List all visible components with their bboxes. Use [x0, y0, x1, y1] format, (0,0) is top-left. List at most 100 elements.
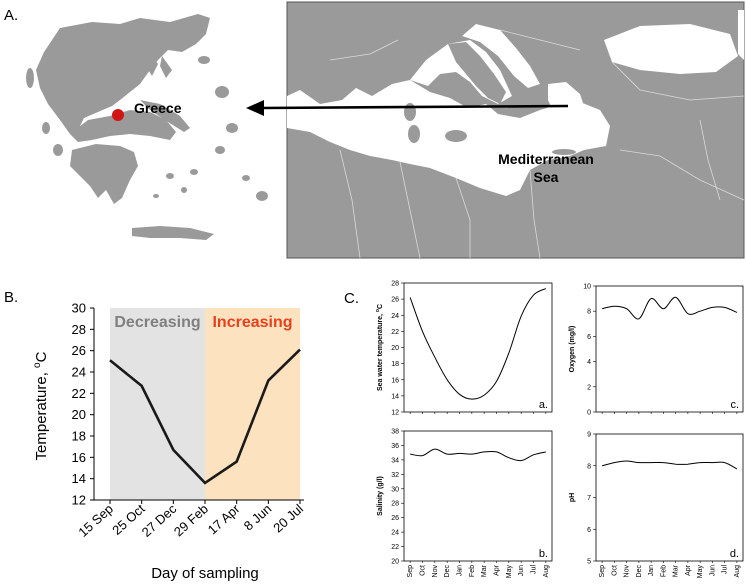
x-tick-label: Aug — [543, 565, 550, 578]
series-line — [410, 448, 546, 462]
y-tick-label: 18 — [391, 361, 399, 368]
plot-frame — [595, 285, 744, 413]
series-line — [601, 460, 738, 470]
y-axis-title-sup: o — [32, 362, 43, 368]
y-axis-title: Sea water temperature, oC — [375, 304, 384, 391]
x-tick-label: Nov — [432, 565, 439, 578]
x-tick-label: May — [697, 565, 704, 579]
plot-tag: d. — [730, 548, 739, 560]
x-tick-label: 20 Jul — [270, 501, 306, 535]
chart-c-d: 5 6 7 8 9 Sep Oct Nov Dec Jan Feb Mar Apr May Jun Jul Au… — [569, 432, 744, 579]
x-tick-label: 8 Jun — [241, 501, 275, 533]
x-tick-label: Jan — [648, 565, 655, 576]
chart-c-b: 20 22 24 26 28 30 32 34 36 38 Sep Oct Nov Dec Jan Feb Ma… — [377, 429, 553, 579]
y-tick-label: 7 — [587, 495, 591, 502]
y-tick-label: 32 — [391, 472, 399, 479]
y-tick-label: 5 — [587, 559, 591, 566]
x-tick-label: Jun — [709, 565, 716, 576]
y-tick-label: 24 — [72, 365, 86, 380]
plot-frame — [595, 433, 744, 562]
y-tick-label: 20 — [391, 345, 399, 352]
y-tick-label: 30 — [72, 301, 86, 316]
y-axis-title-sup: o — [375, 309, 381, 312]
x-tick-label: Sep — [407, 565, 414, 578]
y-tick-label: 28 — [391, 281, 399, 288]
plot-tag: a. — [539, 399, 548, 411]
plot-tag: c. — [730, 399, 739, 411]
mediterranean-map — [286, 1, 745, 259]
panel-c-label: C. — [344, 290, 359, 307]
y-axis-title: Temperature, oC — [32, 351, 50, 460]
chart-c-c: 0 2 4 6 8 10 c. Oxygen (mg/l) — [569, 284, 744, 417]
mediterranean-label-line1: Mediterranean — [498, 151, 594, 167]
y-axis-title: Salinity (g/l) — [377, 476, 384, 516]
y-axis-title-main: Sea water temperature, — [377, 312, 384, 391]
y-tick-label: 10 — [583, 284, 591, 291]
y-tick-label: 12 — [72, 493, 86, 508]
y-axis-title: pH — [569, 493, 576, 502]
y-tick-label: 0 — [587, 410, 591, 417]
series-line — [602, 296, 738, 320]
y-tick-label: 22 — [391, 544, 399, 551]
greece-label: Greece — [134, 100, 182, 116]
plot-tag: b. — [539, 548, 548, 560]
y-tick-label: 30 — [391, 486, 399, 493]
mediterranean-label-line2: Sea — [534, 169, 559, 185]
y-axis-title-main: Temperature, — [33, 368, 50, 461]
x-tick-label: 27 Dec — [139, 501, 180, 540]
y-tick-label: 14 — [72, 471, 86, 486]
location-arrow — [246, 100, 569, 116]
x-tick-label: Jun — [518, 565, 525, 576]
y-tick-label: 9 — [587, 432, 591, 439]
y-tick-label: 22 — [72, 386, 86, 401]
panel-a-label: A. — [4, 7, 18, 24]
y-tick-label: 24 — [391, 530, 399, 537]
x-axis-title: Day of sampling — [151, 565, 259, 582]
y-tick-label: 12 — [391, 410, 399, 417]
x-tick-label: Oct — [611, 565, 618, 576]
y-tick-label: 38 — [391, 429, 399, 436]
x-tick-label: Jul — [531, 565, 538, 574]
x-tick-label: Sep — [599, 565, 606, 578]
x-tick-label: Jul — [722, 565, 729, 574]
x-tick-label: Oct — [420, 565, 427, 576]
y-tick-label: 34 — [391, 457, 399, 464]
y-axis-title-unit: C — [377, 304, 384, 309]
y-axis-title: Oxygen (mg/l) — [569, 326, 576, 373]
x-tick-label: Mar — [481, 564, 488, 577]
y-tick-label: 4 — [587, 359, 591, 366]
y-tick-label: 28 — [391, 501, 399, 508]
y-tick-label: 20 — [391, 559, 399, 566]
band-label-decreasing: Decreasing — [114, 314, 200, 331]
x-tick-label: Feb — [469, 565, 476, 577]
plot-frame — [403, 430, 553, 562]
y-axis-title-unit: C — [33, 351, 50, 362]
y-tick-label: 6 — [587, 334, 591, 341]
y-tick-label: 36 — [391, 443, 399, 450]
x-tick-label: Apr — [685, 564, 692, 576]
y-tick-label: 18 — [72, 429, 86, 444]
y-tick-label: 6 — [587, 527, 591, 534]
x-tick-label: Mar — [673, 564, 680, 577]
greece-map — [26, 14, 268, 240]
y-tick-label: 8 — [587, 309, 591, 316]
y-tick-label: 24 — [391, 313, 399, 320]
band-decreasing — [110, 308, 205, 500]
x-tick-label: May — [506, 565, 513, 579]
series-line — [409, 288, 547, 400]
y-tick-label: 8 — [587, 463, 591, 470]
volos-location-marker — [112, 109, 124, 121]
x-tick-label: Apr — [494, 564, 501, 576]
band-increasing — [205, 308, 300, 500]
chart-b: Decreasing Increasing 12 14 16 18 20 22 24 26 28 30… — [32, 301, 306, 583]
y-tick-label: 28 — [72, 322, 86, 337]
panel-b-label: B. — [4, 289, 18, 306]
y-tick-label: 2 — [587, 384, 591, 391]
y-tick-label: 26 — [391, 515, 399, 522]
x-tick-label: Dec — [444, 565, 451, 578]
band-label-increasing: Increasing — [212, 314, 292, 331]
x-tick-label: Aug — [734, 565, 741, 578]
x-tick-label: Nov — [624, 565, 631, 578]
y-tick-label: 14 — [391, 393, 399, 400]
